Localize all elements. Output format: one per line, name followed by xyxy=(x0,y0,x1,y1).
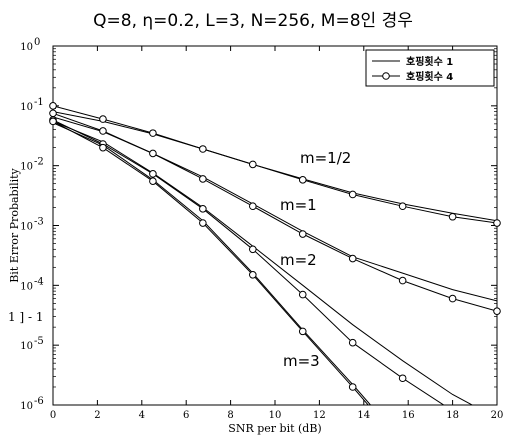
y-tick-label: 10 xyxy=(20,102,33,113)
x-tick-label: 8 xyxy=(227,410,233,421)
x-tick-label: 10 xyxy=(269,410,282,421)
y-tick-label: 10 xyxy=(20,281,33,292)
series-point xyxy=(298,327,307,336)
curve-annotation: m=1/2 xyxy=(300,149,351,167)
series-line xyxy=(53,120,369,405)
legend-label: 호핑횟수 1 xyxy=(406,55,453,68)
y-tick-label: 10 xyxy=(20,401,33,412)
y-tick-exponent: -5 xyxy=(34,336,44,347)
series-point xyxy=(298,290,307,299)
series-point xyxy=(99,143,107,152)
legend-marker xyxy=(382,72,390,80)
series-point xyxy=(49,117,57,126)
series-line xyxy=(53,122,371,405)
x-tick-label: 12 xyxy=(313,410,326,421)
series-line xyxy=(53,112,497,312)
series-point xyxy=(99,127,107,135)
x-tick-label: 2 xyxy=(94,410,100,421)
curve-annotation: m=3 xyxy=(283,352,320,370)
series-point xyxy=(199,175,207,183)
series-point xyxy=(398,276,407,285)
x-tick-label: 0 xyxy=(50,410,56,421)
series-point xyxy=(249,245,257,254)
y-tick-exponent: -2 xyxy=(34,157,44,168)
series-point xyxy=(348,254,357,263)
x-tick-label: 18 xyxy=(446,410,459,421)
series-point xyxy=(149,149,157,158)
x-tick-label: 6 xyxy=(183,410,189,421)
series-point xyxy=(493,307,501,315)
series-point xyxy=(398,374,407,383)
series-point xyxy=(149,129,157,137)
series-point xyxy=(348,338,357,347)
y-tick-exponent: -3 xyxy=(34,217,44,228)
y-tick-label: 10 xyxy=(20,42,33,53)
x-tick-label: 14 xyxy=(357,410,370,421)
series-point xyxy=(49,109,57,118)
series-point xyxy=(298,176,307,184)
side-note: 1 ] - 1 xyxy=(8,310,44,324)
series-point xyxy=(448,294,457,303)
series-line xyxy=(53,119,445,405)
series-line xyxy=(53,111,497,222)
series-point xyxy=(348,383,357,391)
y-tick-label: 10 xyxy=(20,222,33,233)
y-tick-label: 10 xyxy=(20,341,33,352)
series-point xyxy=(398,202,407,211)
series-point xyxy=(149,177,157,186)
series-point xyxy=(493,219,501,227)
series-point xyxy=(49,102,57,110)
y-tick-label: 10 xyxy=(20,162,33,173)
x-axis-label: SNR per bit (dB) xyxy=(228,422,321,435)
y-tick-exponent: -6 xyxy=(34,396,44,407)
series-point xyxy=(448,212,457,221)
series-point xyxy=(249,160,257,169)
series-point xyxy=(199,205,207,213)
curve-annotation: m=2 xyxy=(280,251,317,269)
series-point xyxy=(249,202,257,211)
plot-frame xyxy=(52,45,498,406)
x-tick-label: 4 xyxy=(139,410,145,421)
series-point xyxy=(199,145,207,153)
legend-box xyxy=(365,49,495,87)
series-point xyxy=(249,270,257,279)
y-tick-exponent: -1 xyxy=(34,97,44,108)
series-point xyxy=(298,230,307,238)
series-point xyxy=(149,170,157,178)
series-point xyxy=(348,190,357,199)
legend-label: 호핑횟수 4 xyxy=(406,70,453,83)
y-tick-exponent: 0 xyxy=(34,37,40,48)
curve-annotation: m=1 xyxy=(280,196,317,214)
series-point xyxy=(99,115,107,123)
y-tick-exponent: -4 xyxy=(34,276,44,287)
series-line xyxy=(53,120,474,405)
series-point xyxy=(199,219,207,227)
x-tick-label: 20 xyxy=(491,410,504,421)
y-axis-label: Bit Error Probability xyxy=(8,167,21,282)
x-tick-label: 16 xyxy=(402,410,415,421)
chart-title: Q=8, η=0.2, L=3, N=256, M=8인 경우 xyxy=(93,11,413,31)
series-line xyxy=(53,105,497,224)
